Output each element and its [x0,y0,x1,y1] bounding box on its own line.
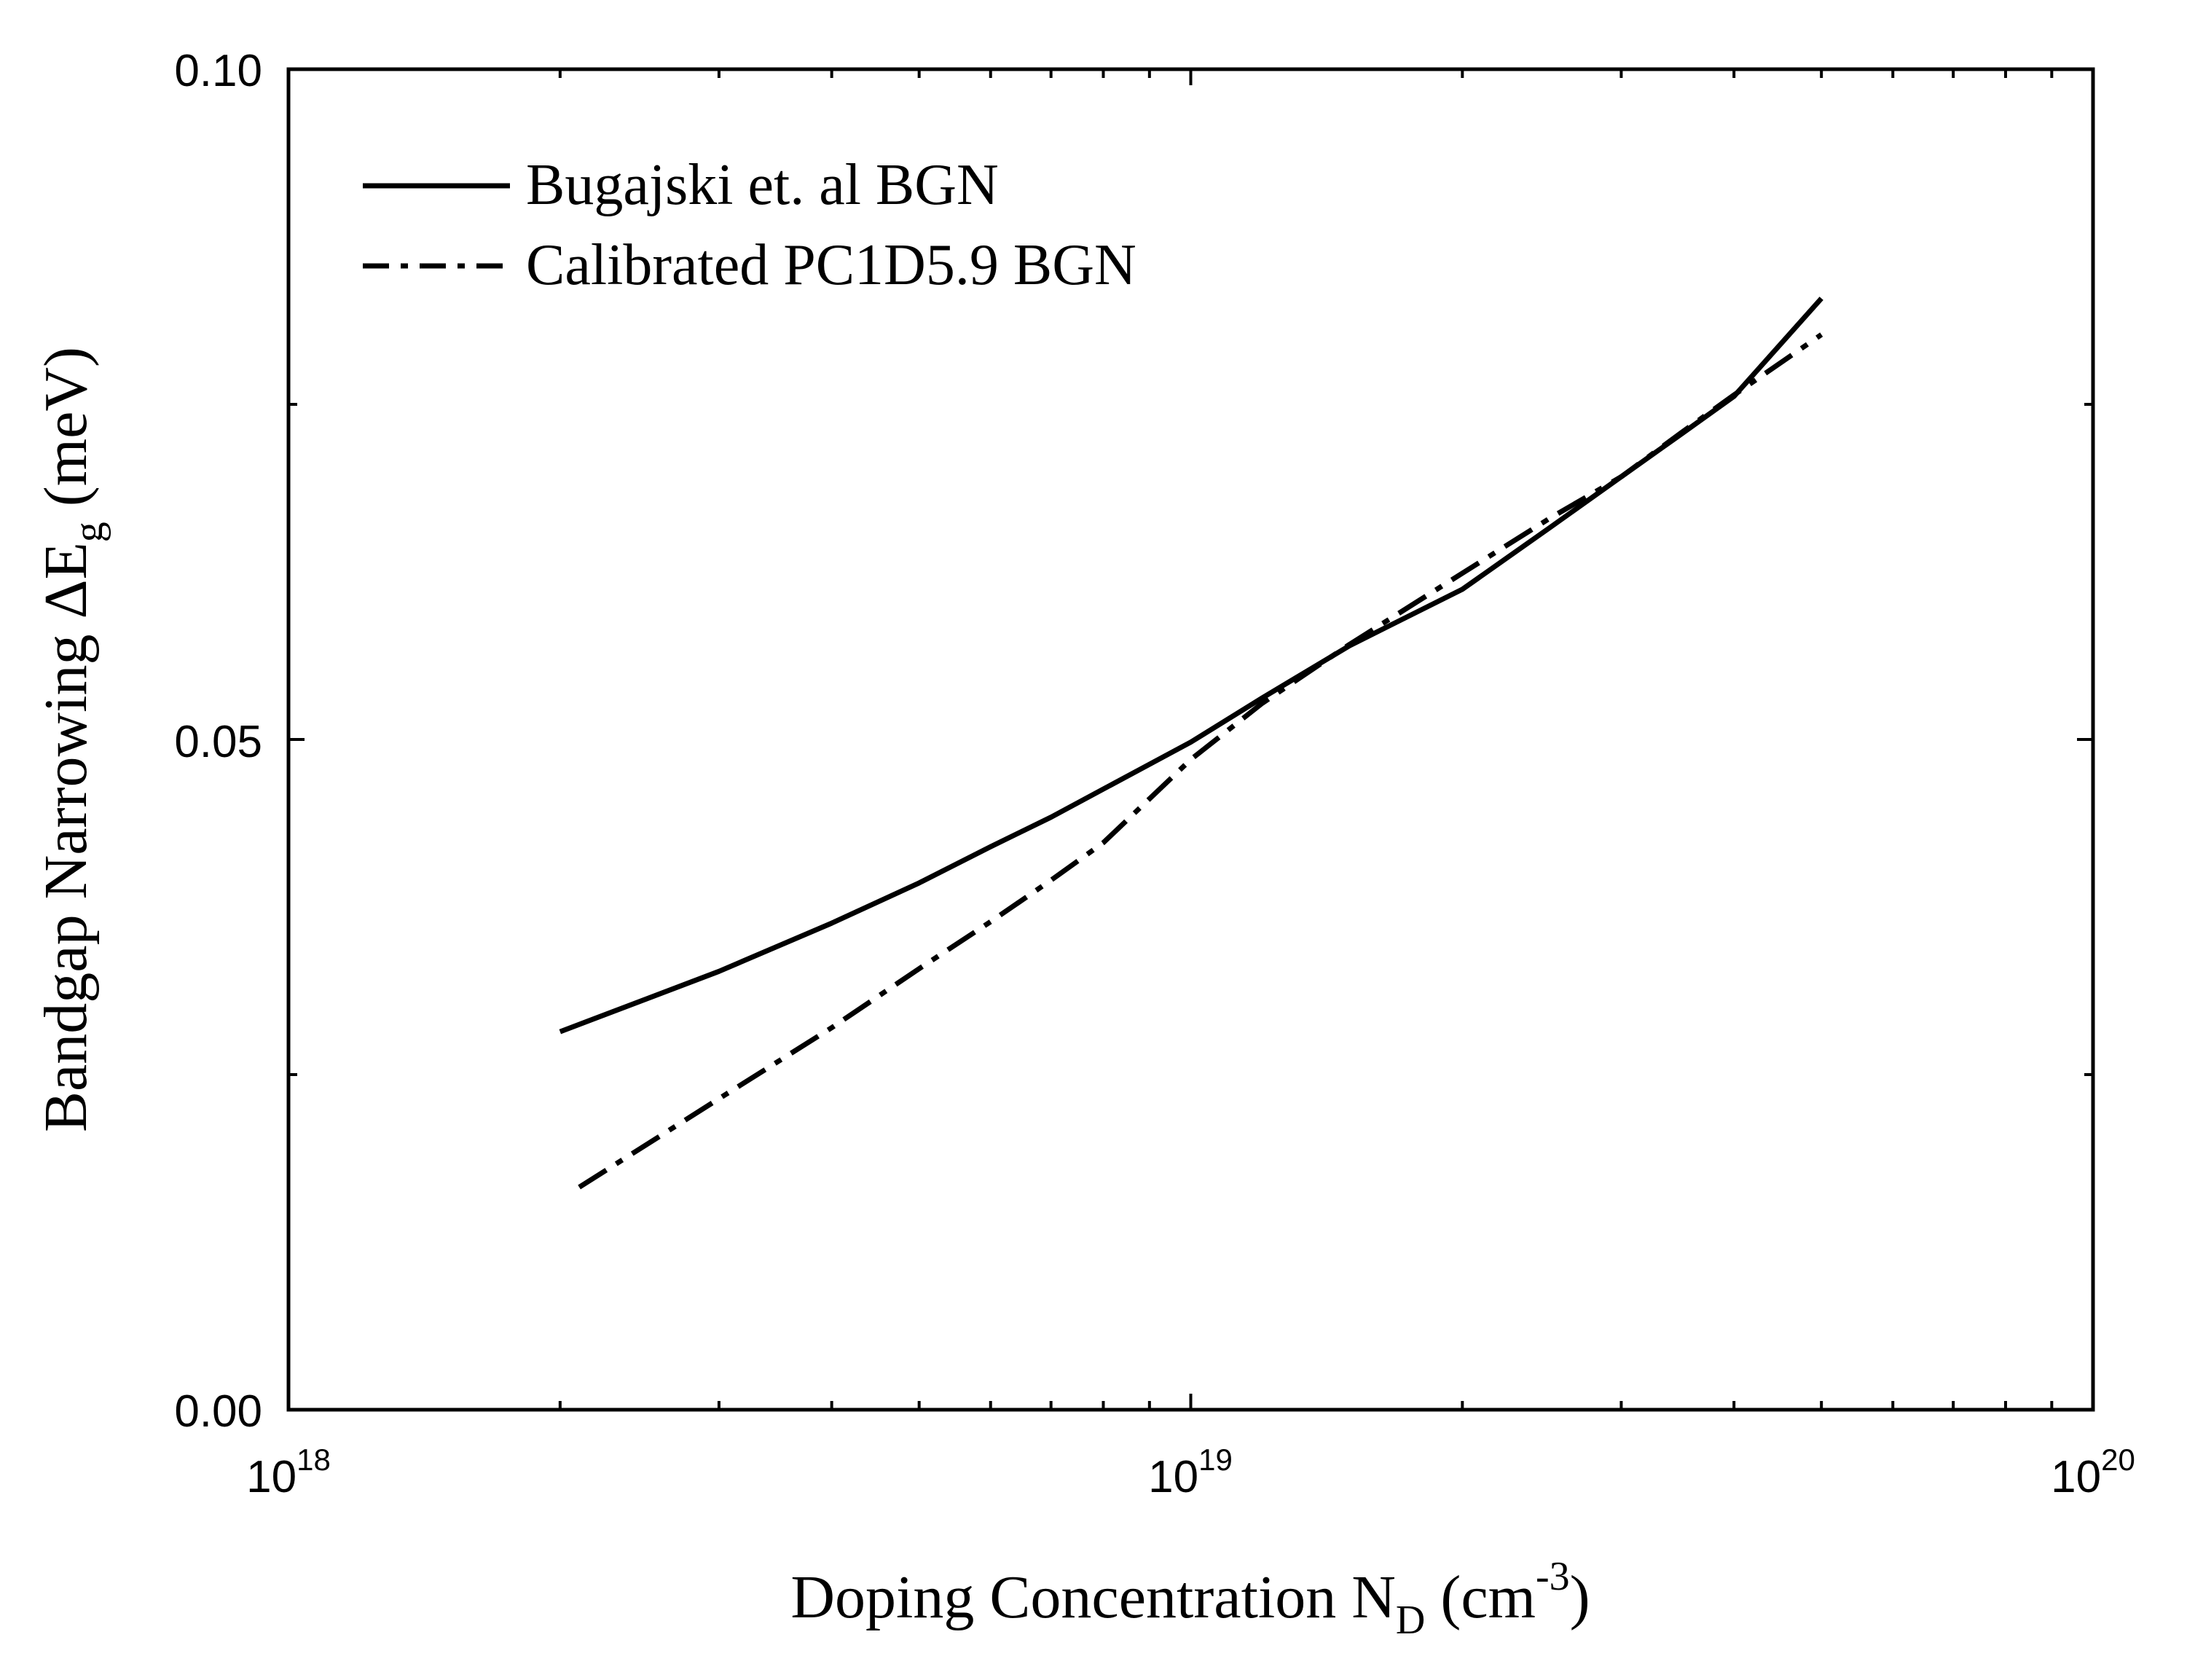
x-axis-label: Doping Concentration ND (cm-3) [790,1554,1590,1643]
series-line-calibrated [578,332,1823,1190]
legend: Bugajski et. al BGN Calibrated PC1D5.9 B… [363,153,1136,297]
series-line-bugajski [559,297,1823,1035]
y-tick-label: 0.00 [174,1386,262,1437]
y-tick-label: 0.05 [174,717,262,767]
y-tick-label: 0.10 [174,46,262,96]
series-lines [559,297,1823,1190]
y-tick-labels: 0.10 0.05 0.00 [174,46,262,1437]
legend-label-calibrated: Calibrated PC1D5.9 BGN [526,233,1136,297]
x-tick-label: 1019 [1148,1442,1233,1502]
x-tick-label: 1018 [246,1442,331,1502]
x-tick-labels: 1018 1019 1020 [246,1442,2135,1502]
legend-label-bugajski: Bugajski et. al BGN [526,153,999,217]
axis-ticks [287,68,2094,1411]
y-axis-label: Bandgap Narrowing ΔEg (meV) [32,347,111,1132]
x-tick-label: 1020 [2051,1442,2135,1502]
